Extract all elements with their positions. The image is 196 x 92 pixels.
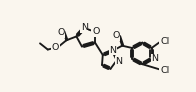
Text: O: O <box>52 44 59 53</box>
Text: N: N <box>81 23 88 32</box>
Text: N: N <box>151 54 158 63</box>
Text: O: O <box>92 27 100 36</box>
Text: N: N <box>109 46 116 55</box>
Text: Cl: Cl <box>160 66 169 75</box>
Text: N: N <box>116 57 122 66</box>
Text: O: O <box>112 31 120 40</box>
Text: O: O <box>57 28 65 37</box>
Text: Cl: Cl <box>160 37 169 46</box>
